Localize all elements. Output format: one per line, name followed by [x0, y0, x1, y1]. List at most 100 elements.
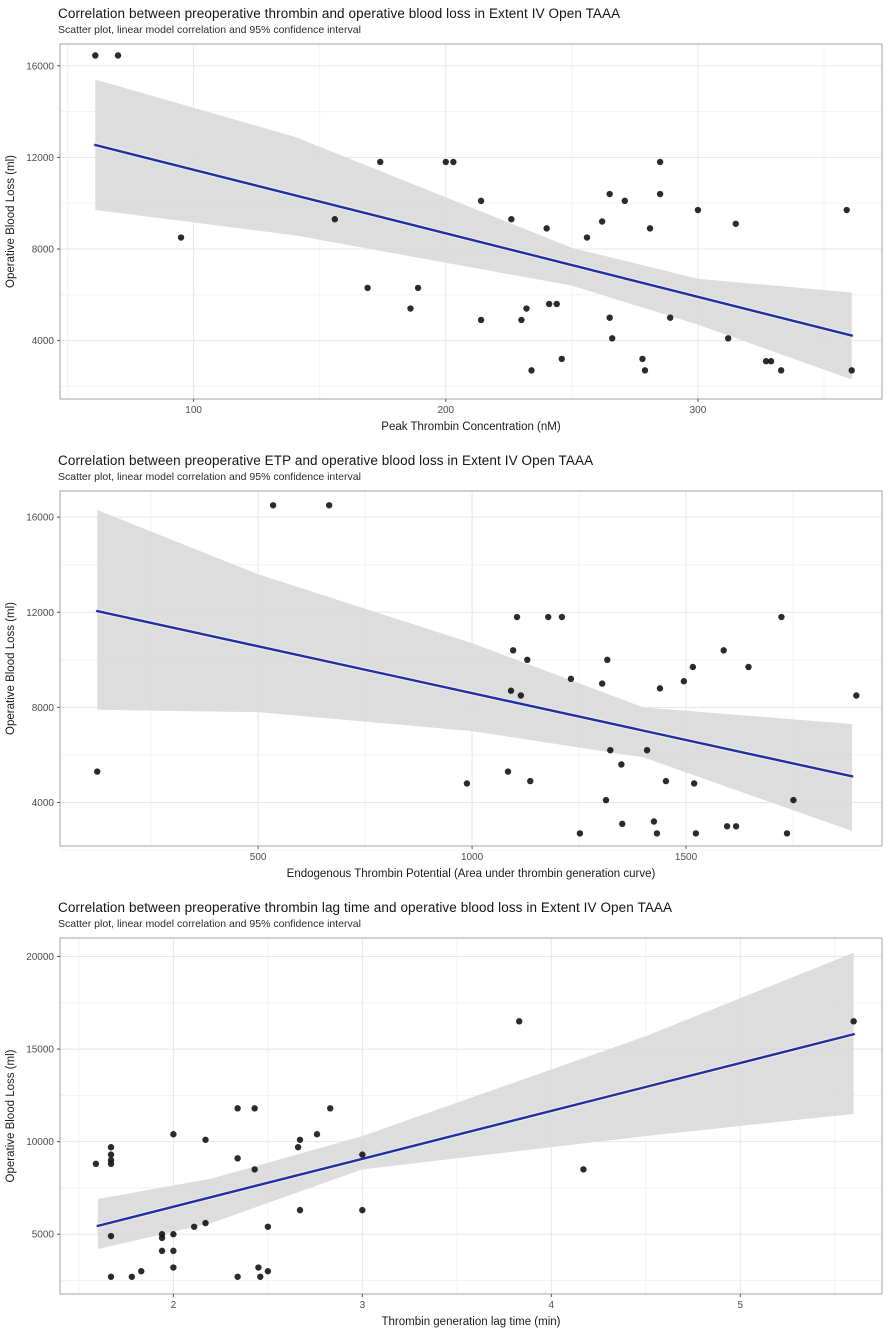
panel-border	[59, 43, 883, 400]
data-point	[576, 830, 584, 837]
data-point	[257, 1273, 264, 1281]
data-point	[778, 613, 785, 621]
confidence-band	[95, 79, 852, 380]
data-point	[656, 685, 664, 692]
confidence-band	[97, 510, 853, 832]
data-point	[567, 675, 575, 683]
data-point	[508, 216, 515, 223]
data-point	[92, 52, 99, 59]
data-point	[553, 300, 560, 308]
data-point	[407, 305, 414, 312]
y-tick-label: 10000	[26, 1137, 54, 1148]
data-point	[602, 796, 610, 804]
data-point	[732, 823, 740, 830]
data-point	[509, 647, 517, 654]
regression-line	[94, 143, 853, 337]
data-point	[513, 613, 521, 621]
data-point	[296, 1206, 304, 1214]
data-point	[643, 747, 651, 754]
data-point	[524, 656, 531, 664]
data-point	[680, 678, 688, 685]
plot-data-layer	[92, 952, 857, 1281]
data-point	[609, 335, 616, 342]
x-tick-label: 100	[185, 405, 202, 416]
data-point	[114, 52, 122, 59]
data-point	[662, 777, 670, 785]
data-point	[107, 1232, 115, 1240]
data-point	[170, 1231, 177, 1238]
data-point	[170, 1247, 177, 1255]
data-point	[331, 216, 339, 223]
x-tick-label: 500	[250, 852, 267, 863]
x-tick-label: 2	[171, 1300, 177, 1311]
data-point	[604, 656, 611, 664]
y-tick-label: 8000	[32, 245, 55, 256]
data-point	[359, 1151, 366, 1158]
data-point	[606, 190, 613, 198]
data-point	[170, 1131, 177, 1138]
data-point	[843, 206, 850, 214]
data-point	[251, 1105, 258, 1112]
data-point	[724, 335, 732, 342]
y-tick-label: 20000	[26, 952, 54, 963]
data-point	[377, 158, 384, 166]
panel-border	[59, 490, 883, 847]
data-point	[177, 234, 185, 241]
data-point	[653, 830, 661, 837]
data-point	[107, 1151, 115, 1158]
data-point	[606, 314, 613, 321]
chart-subtitle-lag-time: Scatter plot, linear model correlation a…	[58, 917, 361, 930]
data-point	[689, 663, 697, 671]
regression-line	[96, 1033, 855, 1228]
chart-etp: Correlation between preoperative ETP and…	[0, 447, 894, 894]
data-point	[666, 314, 674, 321]
data-point	[558, 613, 566, 621]
x-tick-label: 4	[549, 1300, 555, 1311]
data-point	[692, 830, 700, 837]
data-point	[528, 367, 535, 374]
data-point	[442, 158, 449, 166]
axes: 500 1000 1500 4000 8000 12000 16000	[26, 513, 697, 863]
data-point	[723, 823, 731, 830]
data-point	[621, 197, 629, 205]
data-point	[580, 1166, 587, 1173]
data-point	[294, 1144, 302, 1151]
y-axis-label: Operative Blood Loss (ml)	[5, 155, 17, 288]
chart-peak-thrombin: Correlation between preoperative thrombi…	[0, 0, 894, 447]
data-point	[641, 367, 649, 374]
data-point	[850, 1018, 857, 1025]
x-axis-label: Peak Thrombin Concentration (nM)	[381, 421, 561, 433]
data-point	[598, 218, 606, 225]
data-point	[463, 780, 471, 787]
data-point	[619, 820, 626, 828]
y-tick-label: 16000	[26, 513, 54, 524]
data-point	[477, 197, 485, 205]
data-point	[234, 1105, 241, 1112]
data-point	[543, 225, 550, 232]
data-point	[767, 358, 775, 365]
x-tick-label: 1500	[675, 852, 698, 863]
data-point	[517, 692, 525, 699]
scatter-plot-peak-thrombin: 100 200 300 4000 8000 12000 16000 Peak Thrombin…	[5, 43, 883, 433]
chart-title-peak-thrombin: Correlation between preoperative thrombi…	[58, 6, 621, 21]
axes: 100 200 300 4000 8000 12000 16000	[26, 61, 707, 416]
y-axis-label: Operative Blood Loss (ml)	[5, 602, 17, 735]
data-point	[202, 1219, 209, 1227]
data-point	[138, 1268, 145, 1275]
data-point	[477, 316, 485, 324]
y-tick-label: 12000	[26, 608, 54, 619]
plot-data-layer	[94, 502, 860, 837]
data-point	[732, 220, 739, 228]
data-point	[694, 206, 702, 214]
data-point	[656, 190, 664, 198]
data-point	[450, 158, 457, 166]
x-tick-label: 3	[360, 1300, 366, 1311]
data-point	[618, 761, 625, 768]
data-point	[762, 358, 770, 365]
data-point	[745, 663, 752, 671]
data-point	[234, 1155, 241, 1162]
chart-title-lag-time: Correlation between preoperative thrombi…	[58, 900, 673, 915]
x-axis-label: Thrombin generation lag time (min)	[382, 1316, 561, 1328]
data-point	[656, 158, 664, 166]
